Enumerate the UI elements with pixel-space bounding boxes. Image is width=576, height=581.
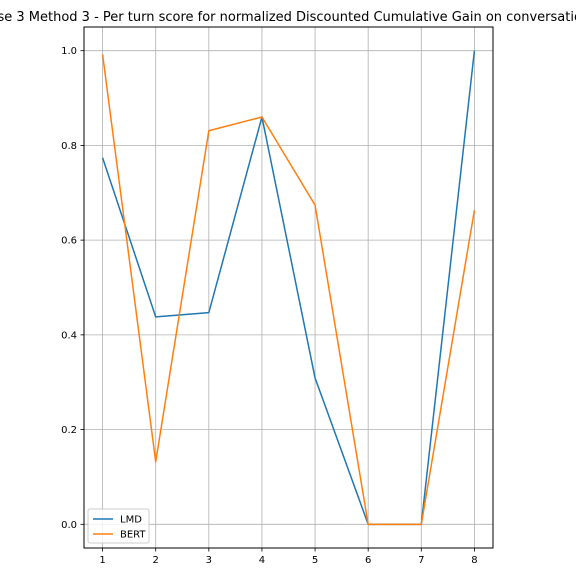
grid <box>84 27 493 548</box>
chart-title: Phase 3 Method 3 - Per turn score for no… <box>0 10 576 25</box>
x-tick-label: 8 <box>471 555 477 566</box>
y-tick-label: 1.0 <box>61 46 77 57</box>
y-tick-label: 0.0 <box>61 520 77 531</box>
series-line-lmd <box>101 50 476 526</box>
x-tick-label: 7 <box>418 555 424 566</box>
series-lines <box>101 50 476 526</box>
x-tick-label: 4 <box>259 555 265 566</box>
x-tick-label: 5 <box>312 555 318 566</box>
legend-label-lmd: LMD <box>120 515 142 526</box>
legend: LMD BERT <box>87 508 150 544</box>
y-tick-label: 0.6 <box>61 236 77 247</box>
axis-ticks: 1 2 3 4 5 6 7 8 0.0 0.2 0.4 0.6 0.8 1.0 <box>61 46 478 566</box>
plot-frame <box>83 26 494 549</box>
x-tick-label: 2 <box>153 555 159 566</box>
series-line-bert <box>101 54 476 526</box>
legend-label-bert: BERT <box>120 530 146 541</box>
x-tick-label: 3 <box>206 555 212 566</box>
y-tick-label: 0.2 <box>61 425 77 436</box>
y-tick-label: 0.4 <box>61 330 77 341</box>
y-tick-label: 0.8 <box>61 141 77 152</box>
x-tick-label: 6 <box>365 555 371 566</box>
x-tick-label: 1 <box>99 555 105 566</box>
